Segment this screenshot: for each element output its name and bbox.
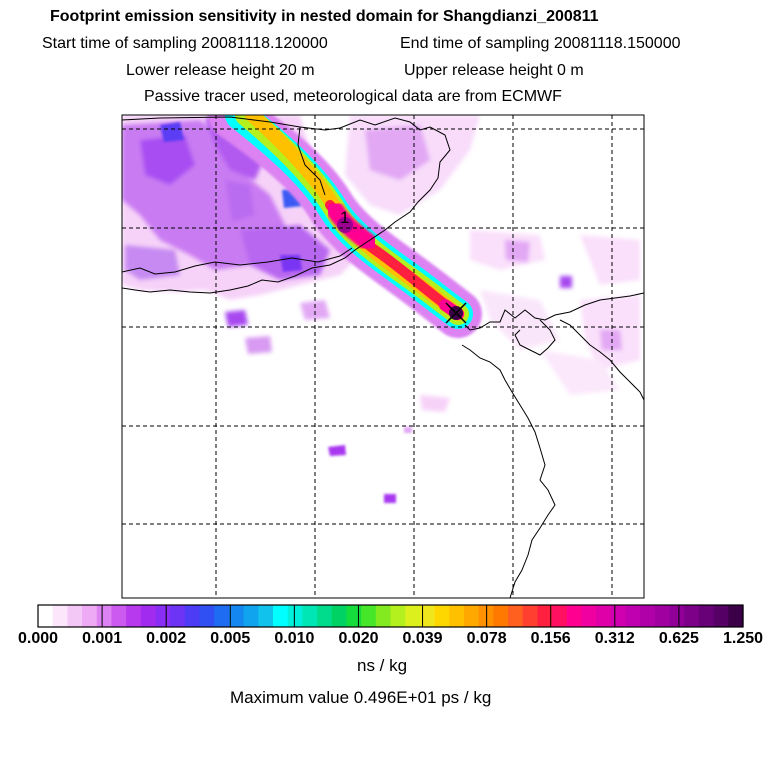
colorbar bbox=[38, 605, 744, 627]
plot-title: Footprint emission sensitivity in nested… bbox=[50, 8, 599, 25]
colorbar-label: 0.312 bbox=[594, 630, 635, 647]
colorbar-swatch bbox=[375, 605, 392, 627]
colorbar-swatch bbox=[684, 605, 700, 627]
upper-release-height: Upper release height 0 m bbox=[404, 62, 584, 79]
colorbar-swatch bbox=[228, 605, 245, 627]
colorbar-swatch bbox=[243, 605, 259, 627]
colorbar-swatch bbox=[405, 605, 421, 627]
latlon-grid bbox=[122, 115, 644, 598]
colorbar-swatch bbox=[199, 605, 215, 627]
colorbar-swatch bbox=[698, 605, 715, 627]
sampling-end-time: End time of sampling 20081118.150000 bbox=[400, 35, 681, 52]
colorbar-swatch bbox=[449, 605, 465, 627]
colorbar-swatch bbox=[522, 605, 538, 627]
colorbar-swatch bbox=[625, 605, 641, 627]
colorbar-swatch bbox=[52, 605, 68, 627]
release-point-label: 1 bbox=[340, 208, 349, 227]
tracer-info: Passive tracer used, meteorological data… bbox=[144, 88, 562, 105]
colorbar-swatch bbox=[713, 605, 729, 627]
colorbar-swatch bbox=[596, 605, 612, 627]
colorbar-label: 0.020 bbox=[338, 630, 379, 647]
colorbar-dividers bbox=[101, 605, 680, 627]
sampling-start-time: Start time of sampling 20081118.120000 bbox=[42, 35, 328, 52]
colorbar-swatch bbox=[96, 605, 113, 627]
colorbar-swatch bbox=[463, 605, 480, 627]
colorbar-swatch bbox=[346, 605, 362, 627]
colorbar-swatch bbox=[669, 605, 685, 627]
colorbar-label: 0.156 bbox=[530, 630, 571, 647]
colorbar-swatch bbox=[434, 605, 450, 627]
colorbar-swatch bbox=[184, 605, 201, 627]
colorbar-label: 0.005 bbox=[210, 630, 251, 647]
colorbar-swatch bbox=[317, 605, 333, 627]
colorbar-units: ns / kg bbox=[357, 656, 408, 675]
colorbar-label: 0.625 bbox=[658, 630, 699, 647]
colorbar-swatch bbox=[390, 605, 406, 627]
colorbar-swatch bbox=[38, 605, 54, 627]
colorbar-swatch bbox=[566, 605, 583, 627]
colorbar-swatch bbox=[361, 605, 377, 627]
map-frame bbox=[121, 114, 645, 599]
colorbar-swatch bbox=[273, 605, 289, 627]
colorbar-swatch bbox=[654, 605, 671, 627]
colorbar-swatch bbox=[331, 605, 348, 627]
maximum-value: Maximum value 0.496E+01 ps / kg bbox=[230, 688, 492, 707]
colorbar-swatch bbox=[140, 605, 157, 627]
colorbar-swatch bbox=[508, 605, 524, 627]
colorbar-swatch bbox=[537, 605, 553, 627]
colorbar-swatch bbox=[610, 605, 627, 627]
colorbar-swatch bbox=[419, 605, 436, 627]
colorbar-swatch bbox=[67, 605, 83, 627]
colorbar-label: 0.001 bbox=[82, 630, 123, 647]
colorbar-swatch bbox=[170, 605, 186, 627]
colorbar-swatch bbox=[111, 605, 127, 627]
colorbar-swatch bbox=[581, 605, 597, 627]
colorbar-swatch bbox=[258, 605, 274, 627]
colorbar-swatch bbox=[214, 605, 230, 627]
colorbar-swatch bbox=[640, 605, 656, 627]
colorbar-label: 0.078 bbox=[466, 630, 507, 647]
colorbar-swatch bbox=[728, 605, 744, 627]
colorbar-swatch bbox=[155, 605, 171, 627]
colorbar-label: 0.010 bbox=[274, 630, 315, 647]
sensitivity-field bbox=[122, 115, 644, 598]
colorbar-label: 0.039 bbox=[402, 630, 443, 647]
colorbar-label: 1.250 bbox=[722, 630, 764, 647]
colorbar-label: 0.000 bbox=[17, 630, 59, 647]
colorbar-swatch bbox=[302, 605, 318, 627]
colorbar-swatch bbox=[552, 605, 568, 627]
colorbar-swatch bbox=[126, 605, 142, 627]
lower-release-height: Lower release height 20 m bbox=[126, 62, 315, 79]
colorbar-frame bbox=[37, 604, 744, 628]
colorbar-swatch bbox=[82, 605, 98, 627]
colorbar-label: 0.002 bbox=[146, 630, 187, 647]
receptor-marker bbox=[445, 302, 467, 324]
colorbar-swatch bbox=[287, 605, 303, 627]
colorbar-swatch bbox=[493, 605, 509, 627]
